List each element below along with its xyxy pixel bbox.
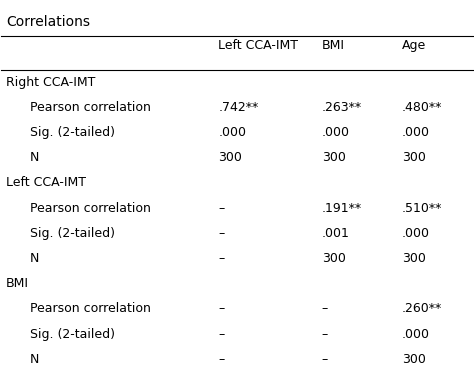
Text: –: –: [322, 328, 328, 340]
Text: –: –: [218, 302, 224, 315]
Text: Pearson correlation: Pearson correlation: [30, 202, 151, 214]
Text: Left CCA-IMT: Left CCA-IMT: [218, 40, 298, 52]
Text: N: N: [30, 151, 39, 164]
Text: Left CCA-IMT: Left CCA-IMT: [6, 176, 86, 189]
Text: Sig. (2-tailed): Sig. (2-tailed): [30, 126, 115, 139]
Text: Pearson correlation: Pearson correlation: [30, 302, 151, 315]
Text: 300: 300: [402, 252, 426, 265]
Text: .263**: .263**: [322, 101, 362, 114]
Text: .000: .000: [402, 227, 430, 240]
Text: –: –: [218, 252, 224, 265]
Text: BMI: BMI: [6, 277, 29, 290]
Text: .000: .000: [402, 328, 430, 340]
Text: N: N: [30, 353, 39, 366]
Text: 300: 300: [402, 151, 426, 164]
Text: N: N: [30, 252, 39, 265]
Text: .480**: .480**: [402, 101, 442, 114]
Text: .260**: .260**: [402, 302, 442, 315]
Text: Age: Age: [402, 40, 426, 52]
Text: Sig. (2-tailed): Sig. (2-tailed): [30, 328, 115, 340]
Text: .510**: .510**: [402, 202, 442, 214]
Text: –: –: [218, 328, 224, 340]
Text: .000: .000: [402, 126, 430, 139]
Text: –: –: [218, 353, 224, 366]
Text: Sig. (2-tailed): Sig. (2-tailed): [30, 227, 115, 240]
Text: Correlations: Correlations: [6, 15, 90, 29]
Text: .000: .000: [322, 126, 350, 139]
Text: 300: 300: [402, 353, 426, 366]
Text: .000: .000: [218, 126, 246, 139]
Text: .001: .001: [322, 227, 350, 240]
Text: 300: 300: [322, 252, 346, 265]
Text: 300: 300: [218, 151, 242, 164]
Text: –: –: [322, 353, 328, 366]
Text: Pearson correlation: Pearson correlation: [30, 101, 151, 114]
Text: .191**: .191**: [322, 202, 362, 214]
Text: Right CCA-IMT: Right CCA-IMT: [6, 76, 95, 89]
Text: BMI: BMI: [322, 40, 345, 52]
Text: –: –: [218, 202, 224, 214]
Text: 300: 300: [322, 151, 346, 164]
Text: .742**: .742**: [218, 101, 258, 114]
Text: –: –: [322, 302, 328, 315]
Text: –: –: [218, 227, 224, 240]
